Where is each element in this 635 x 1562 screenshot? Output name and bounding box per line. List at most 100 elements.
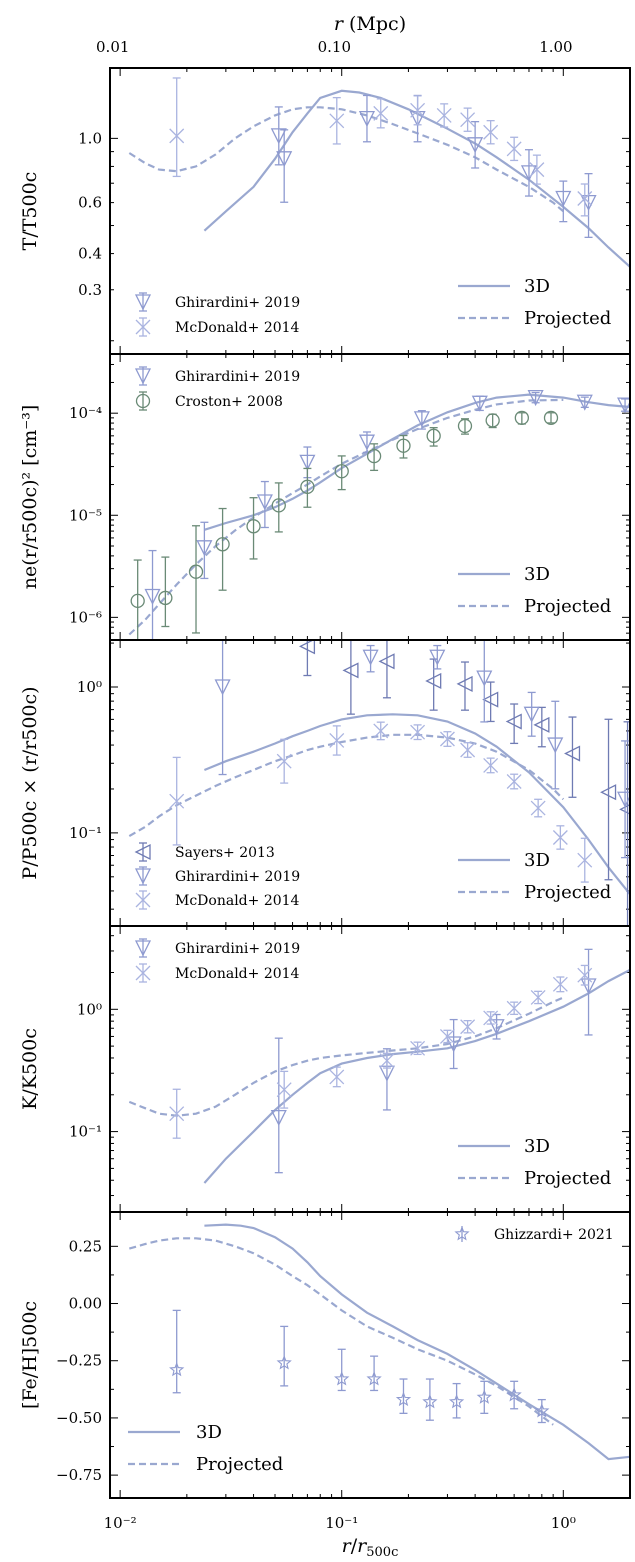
data-point <box>436 107 452 123</box>
panel-frame <box>109 1211 631 1499</box>
data-point <box>482 691 499 708</box>
data-point <box>467 137 484 154</box>
observation-series <box>169 77 593 217</box>
data-point <box>619 803 630 815</box>
data-point <box>395 1391 412 1407</box>
observation-series <box>130 410 559 640</box>
y-tick-label: 0.00 <box>69 1295 102 1313</box>
series-line-3d <box>203 968 630 1184</box>
data-point <box>334 1370 350 1386</box>
series-line-3d <box>204 1223 630 1461</box>
data-point <box>530 989 546 1005</box>
legend-marker <box>134 868 152 885</box>
data-point <box>600 784 617 801</box>
y-tick-label: −0.25 <box>56 1352 102 1370</box>
y-axis-label: K/K500c <box>19 1028 41 1110</box>
legend-marker <box>134 940 152 957</box>
data-point <box>577 191 593 206</box>
legend-entry: Ghirardini+ 2019 <box>175 869 300 885</box>
data-point <box>270 128 287 145</box>
observation-series <box>169 1309 550 1424</box>
data-point <box>410 1040 426 1056</box>
data-point <box>529 162 545 178</box>
observation-series <box>144 389 630 640</box>
data-point <box>130 593 145 609</box>
panel-y-ticks <box>110 1245 630 1476</box>
legend-entry: Ghirardini+ 2019 <box>175 295 300 311</box>
top-tick-label: 0.10 <box>318 38 351 56</box>
y-tick-label: 0.6 <box>78 194 102 212</box>
data-point <box>378 653 395 670</box>
data-point <box>530 800 546 816</box>
series-line-3d <box>203 713 630 895</box>
legend-entry: 3D <box>524 850 550 871</box>
data-point <box>543 410 559 426</box>
data-point <box>476 670 493 687</box>
data-point <box>158 590 173 606</box>
plot-area <box>128 640 630 926</box>
data-point <box>523 706 540 723</box>
series-line-projected <box>128 398 564 636</box>
series-line-projected <box>128 996 564 1117</box>
legend: Ghirardini+ 2019 McDonald+ 2014 3D Projecte… <box>134 938 611 1189</box>
data-point <box>410 724 426 740</box>
bottom-tick-label: 10⁰ <box>551 1514 576 1532</box>
legend-entry: Projected <box>524 1168 611 1189</box>
panel-metallicity: −0.75 −0.50 −0.25 0.00 0.25 [Fe/H]500c Ghizzar… <box>19 1211 631 1499</box>
y-tick-label: 0.3 <box>78 281 102 299</box>
data-point <box>334 464 349 479</box>
data-point <box>188 564 204 579</box>
legend-entry: Projected <box>524 596 611 617</box>
legend-entry: McDonald+ 2014 <box>175 320 300 336</box>
legend-entry: Projected <box>196 1454 283 1475</box>
data-point <box>246 519 261 534</box>
legend-marker <box>135 965 151 981</box>
y-tick-label: 10⁰ <box>77 1000 102 1018</box>
data-point <box>256 494 273 511</box>
data-point <box>448 1393 465 1409</box>
legend-entry: McDonald+ 2014 <box>175 966 300 982</box>
legend-marker <box>135 892 151 908</box>
legend-entry: Sayers+ 2013 <box>175 845 275 861</box>
data-point <box>483 757 499 773</box>
legend-entry: 3D <box>196 1422 222 1443</box>
data-point <box>276 753 292 769</box>
series-line-projected <box>128 106 565 213</box>
data-point <box>577 852 593 868</box>
data-point <box>276 1354 292 1370</box>
data-point <box>576 394 593 411</box>
bottom-axis-title: r/r500c <box>342 1535 399 1560</box>
data-point <box>358 110 376 128</box>
data-point <box>483 1010 499 1026</box>
data-point <box>298 640 316 655</box>
data-point <box>506 1000 522 1016</box>
data-point <box>485 413 500 428</box>
data-point <box>366 1370 382 1386</box>
top-tick-label: 0.01 <box>96 38 129 56</box>
y-tick-label: 10⁻⁵ <box>69 506 102 524</box>
panel-density: 10⁻⁶ 10⁻⁵ 10⁻⁴ ne(r/r500c)² [cm⁻³] Ghirardin… <box>19 353 631 641</box>
data-point <box>373 105 389 121</box>
observation-series <box>270 94 597 238</box>
data-point <box>533 716 550 733</box>
data-point <box>366 448 382 464</box>
data-point <box>169 1361 185 1377</box>
observation-series <box>270 948 597 1174</box>
data-point <box>169 1106 185 1122</box>
data-point <box>460 742 476 758</box>
plot-area <box>128 1223 630 1461</box>
y-axis-label: T/T500c <box>19 172 41 251</box>
data-point <box>425 672 442 690</box>
data-point <box>506 774 522 789</box>
data-point <box>617 791 630 808</box>
panels: 0.3 0.4 0.6 1.0 T/T500c Ghirardini+ 2019 McDon… <box>19 67 631 1499</box>
data-point <box>329 113 345 129</box>
data-point <box>413 411 430 428</box>
data-point <box>410 102 426 118</box>
data-point <box>362 649 379 666</box>
data-point <box>271 498 286 513</box>
data-point <box>520 165 538 182</box>
data-point <box>488 1019 505 1036</box>
panel-temperature: 0.3 0.4 0.6 1.0 T/T500c Ghirardini+ 2019 McDon… <box>19 67 631 355</box>
plot-area <box>128 948 630 1184</box>
